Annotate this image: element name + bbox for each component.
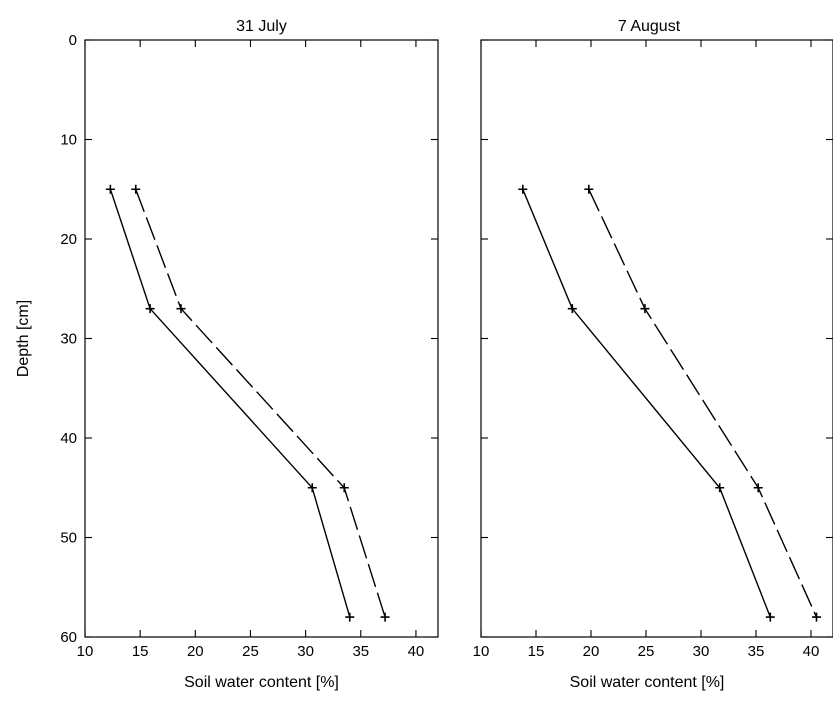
- y-tick-label: 10: [60, 132, 77, 149]
- data-point-marker: [518, 184, 528, 194]
- y-tick-label: 50: [60, 530, 77, 547]
- x-tick-label: 10: [473, 643, 490, 660]
- x-tick-label: 40: [803, 643, 820, 660]
- x-tick-label: 25: [242, 643, 259, 660]
- x-tick-label: 10: [77, 643, 94, 660]
- series-line-dashed: [588, 189, 818, 618]
- y-tick-label: 60: [60, 629, 77, 646]
- data-point-marker: [339, 483, 349, 493]
- series-line-dashed: [135, 189, 386, 618]
- plot-frame: [480, 39, 833, 638]
- x-tick-label: 15: [528, 643, 545, 660]
- y-tick-label: 0: [69, 32, 77, 49]
- x-tick-label: 35: [352, 643, 369, 660]
- data-point-marker: [715, 483, 725, 493]
- plot-frame: [84, 39, 439, 638]
- x-tick-label: 25: [638, 643, 655, 660]
- data-point-marker: [145, 304, 155, 314]
- x-tick-label: 20: [187, 643, 204, 660]
- y-tick-label: 20: [60, 231, 77, 248]
- data-point-marker: [380, 612, 390, 622]
- y-axis-label: Depth [cm]: [15, 300, 32, 377]
- chart-title: 31 July: [236, 18, 287, 35]
- data-point-marker: [765, 612, 775, 622]
- x-tick-label: 30: [297, 643, 314, 660]
- series-line-solid: [522, 189, 771, 618]
- y-tick-label: 40: [60, 430, 77, 447]
- x-tick-label: 40: [408, 643, 425, 660]
- data-point-marker: [640, 304, 650, 314]
- series-line-solid: [109, 189, 351, 618]
- data-point-marker: [345, 612, 355, 622]
- data-point-marker: [307, 483, 317, 493]
- x-tick-label: 35: [748, 643, 765, 660]
- data-point-marker: [105, 184, 115, 194]
- data-point-marker: [176, 304, 186, 314]
- data-point-marker: [753, 483, 763, 493]
- x-tick-label: 20: [583, 643, 600, 660]
- data-point-marker: [584, 184, 594, 194]
- data-point-marker: [567, 304, 577, 314]
- data-point-marker: [812, 612, 821, 622]
- chart-panel-2: 7 August 10 15 20 25 30 35 40 Soil water content…: [473, 18, 833, 691]
- x-axis-label: Soil water content [%]: [570, 674, 725, 691]
- x-tick-label: 15: [132, 643, 149, 660]
- data-point-marker: [131, 184, 141, 194]
- chart-title: 7 August: [618, 18, 681, 35]
- y-tick-label: 30: [60, 331, 77, 348]
- x-tick-label: 30: [693, 643, 710, 660]
- x-axis-label: Soil water content [%]: [184, 674, 339, 691]
- chart-panel-1: 31 July 10 15 20 25 30 35 40 0 10 20 30 40 50 60 Soil w…: [15, 18, 439, 691]
